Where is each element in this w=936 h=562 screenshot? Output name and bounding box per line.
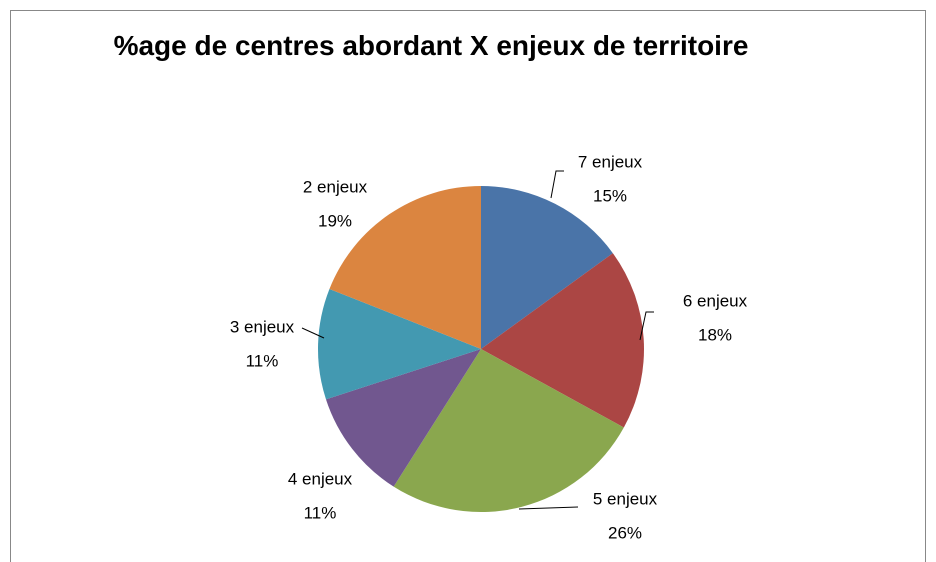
pie-slice — [325, 349, 481, 487]
slice-value-label: 26% — [608, 523, 642, 542]
slice-label: 3 enjeux — [230, 317, 295, 336]
pie-slice — [481, 186, 613, 349]
slice-label: 5 enjeux — [593, 489, 658, 508]
pie-slice — [329, 186, 481, 349]
slice-value-label: 11% — [246, 351, 279, 370]
slice-value-label: 19% — [318, 211, 352, 230]
slice-label: 4 enjeux — [288, 469, 353, 488]
slice-value-label: 18% — [698, 325, 732, 344]
slice-label: 2 enjeux — [303, 177, 368, 196]
slice-label: 7 enjeux — [578, 152, 643, 171]
pie-slice — [481, 253, 644, 428]
pie-slice — [318, 288, 481, 400]
leader-line — [518, 506, 579, 510]
chart-title: %age de centres abordant X enjeux de ter… — [113, 30, 749, 61]
slice-value-label: 11% — [304, 503, 337, 522]
slice-label: 6 enjeux — [683, 291, 748, 310]
leader-line — [301, 327, 325, 339]
leader-line — [639, 311, 654, 341]
leader-line — [550, 170, 564, 199]
slice-value-label: 15% — [593, 186, 627, 205]
pie-slice — [393, 349, 624, 512]
